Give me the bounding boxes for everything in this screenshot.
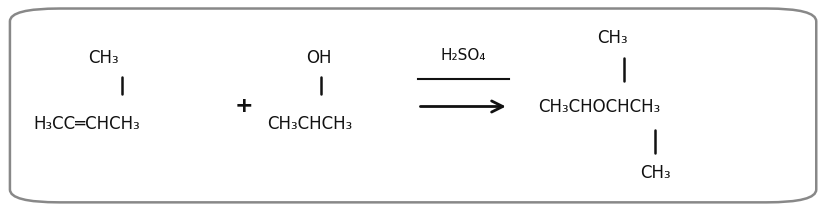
Text: CH₃: CH₃	[596, 29, 628, 47]
Text: +: +	[235, 96, 253, 117]
Text: CH₃CHOCHCH₃: CH₃CHOCHCH₃	[538, 98, 661, 115]
Text: H₂SO₄: H₂SO₄	[440, 48, 486, 63]
Text: CH₃: CH₃	[639, 164, 671, 181]
Text: CH₃CHCH₃: CH₃CHCH₃	[267, 115, 353, 132]
Text: OH: OH	[306, 49, 331, 66]
Text: H₃CC═CHCH₃: H₃CC═CHCH₃	[33, 115, 141, 132]
FancyBboxPatch shape	[10, 9, 816, 202]
Text: CH₃: CH₃	[88, 49, 119, 66]
